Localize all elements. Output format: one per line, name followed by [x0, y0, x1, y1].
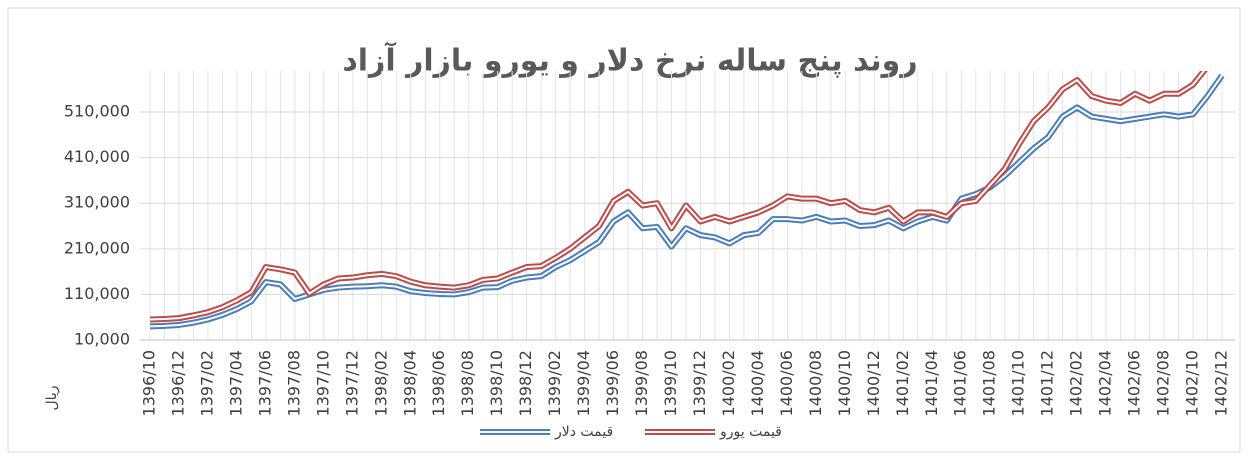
x-tick-label: 1402/02	[1067, 350, 1086, 416]
x-tick-label: 1399/12	[690, 350, 709, 416]
x-tick-label: 1402/08	[1154, 350, 1173, 416]
x-tick-label: 1397/02	[197, 350, 216, 416]
y-tick-label: 210,000	[64, 238, 130, 257]
series-line-inner	[149, 74, 1223, 328]
chart-frame	[7, 7, 1241, 453]
x-tick-label: 1402/12	[1212, 350, 1231, 416]
x-tick-label: 1400/08	[806, 350, 825, 416]
legend-label: قیمت دلار	[554, 424, 613, 440]
y-tick-label: 510,000	[64, 102, 130, 121]
x-tick-label: 1401/02	[893, 350, 912, 416]
x-tick-label: 1398/04	[400, 350, 419, 416]
x-tick-label: 1400/06	[777, 350, 796, 416]
x-tick-label: 1397/08	[284, 350, 303, 416]
x-tick-label: 1401/04	[922, 350, 941, 416]
x-tick-label: 1399/10	[661, 350, 680, 416]
y-tick-label: 410,000	[64, 147, 130, 166]
x-tick-label: 1401/10	[1009, 350, 1028, 416]
x-tick-label: 1398/10	[487, 350, 506, 416]
legend-label: قیمت یورو	[719, 424, 782, 440]
x-tick-label: 1400/10	[835, 350, 854, 416]
x-tick-label: 1398/12	[516, 350, 535, 416]
x-tick-label: 1402/06	[1125, 350, 1144, 416]
x-tick-label: 1400/12	[864, 350, 883, 416]
x-tick-label: 1400/02	[719, 350, 738, 416]
chart-title: روند پنج ساله نرخ دلار و یورو بازار آزاد	[342, 42, 917, 79]
series-line-inner	[149, 71, 1206, 321]
x-tick-label: 1397/12	[342, 350, 361, 416]
y-tick-label: 110,000	[64, 284, 130, 303]
x-tick-label: 1401/06	[951, 350, 970, 416]
x-tick-label: 1396/10	[140, 350, 159, 416]
x-tick-label: 1400/04	[748, 350, 767, 416]
x-tick-label: 1399/08	[632, 350, 651, 416]
x-tick-label: 1402/10	[1183, 350, 1202, 416]
y-tick-label: 310,000	[64, 193, 130, 212]
x-tick-label: 1397/10	[313, 350, 332, 416]
x-tick-label: 1399/04	[574, 350, 593, 416]
x-tick-label: 1397/04	[226, 350, 245, 416]
x-tick-label: 1397/06	[255, 350, 274, 416]
x-tick-label: 1396/12	[168, 350, 187, 416]
x-tick-label: 1401/12	[1038, 350, 1057, 416]
x-tick-label: 1398/08	[458, 350, 477, 416]
x-tick-label: 1398/06	[429, 350, 448, 416]
x-tick-label: 1402/04	[1096, 350, 1115, 416]
series-layer	[149, 71, 1225, 330]
y-axis-label: ریال	[44, 385, 60, 410]
y-tick-label: 10,000	[74, 330, 130, 349]
x-tick-label: 1399/02	[545, 350, 564, 416]
x-tick-label: 1399/06	[603, 350, 622, 416]
x-tick-label: 1398/02	[371, 350, 390, 416]
x-tick-label: 1401/08	[980, 350, 999, 416]
